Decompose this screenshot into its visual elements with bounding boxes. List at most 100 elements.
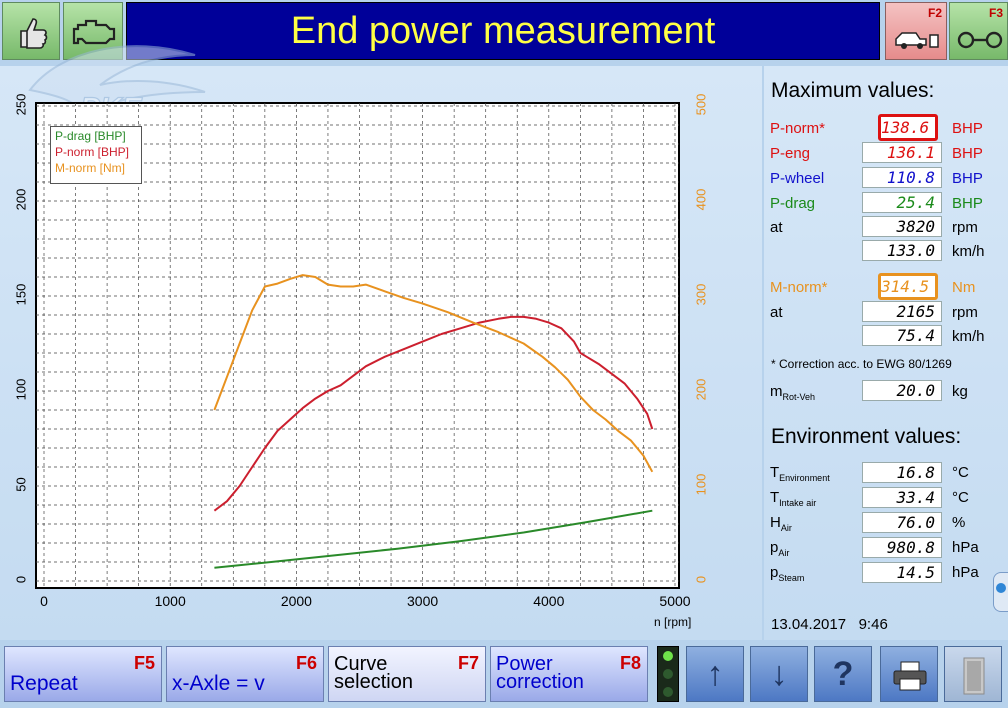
mass-label: mRot-Veh bbox=[770, 383, 816, 402]
env-value: 16.8 bbox=[862, 462, 942, 483]
max-value: 138.6 bbox=[878, 114, 938, 141]
y-left-tick-label: 100 bbox=[13, 378, 29, 401]
chart-legend: P-drag [BHP] P-norm [BHP] M-norm [Nm] bbox=[50, 126, 142, 184]
y-right-tick-label: 300 bbox=[693, 283, 709, 306]
max-value: 133.0 bbox=[862, 240, 942, 261]
y-right-tick-label: 200 bbox=[693, 378, 709, 401]
max-unit: rpm bbox=[952, 219, 978, 236]
x-axle-label: x-Axle = v bbox=[172, 672, 265, 695]
max-label: P-drag bbox=[770, 195, 816, 212]
x-tick-label: 1000 bbox=[154, 593, 186, 609]
f6-key-label: F6 bbox=[295, 653, 317, 673]
env-value: 76.0 bbox=[862, 512, 942, 533]
env-value: 980.8 bbox=[862, 537, 942, 558]
rollers-icon bbox=[957, 31, 1003, 49]
f5-key-label: F5 bbox=[133, 653, 155, 673]
max-value: 136.1 bbox=[862, 142, 942, 163]
max-value: 25.4 bbox=[862, 192, 942, 213]
y-left-tick-label: 250 bbox=[13, 93, 29, 116]
y-left-tick-label: 200 bbox=[13, 188, 29, 211]
max-label: P-norm* bbox=[770, 120, 826, 137]
f2-key-label: F2 bbox=[927, 6, 942, 20]
env-label: HAir bbox=[770, 514, 792, 533]
exit-button[interactable] bbox=[944, 646, 1002, 702]
help-icon: ? bbox=[832, 655, 854, 693]
max-unit: rpm bbox=[952, 304, 978, 321]
arrow-up-icon: ↑ bbox=[706, 655, 724, 693]
y-left-tick-label: 0 bbox=[13, 575, 29, 584]
curve-selection-label: Curve selection bbox=[334, 653, 413, 693]
x-tick-label: 5000 bbox=[659, 593, 691, 609]
side-tab[interactable] bbox=[993, 572, 1008, 612]
page-title: End power measurement bbox=[126, 2, 880, 60]
traffic-light-icon bbox=[657, 646, 679, 702]
thumbs-up-icon bbox=[20, 18, 48, 49]
max-unit: BHP bbox=[952, 170, 983, 187]
x-tick-label: 2000 bbox=[280, 593, 312, 609]
y-left-tick-label: 50 bbox=[13, 477, 29, 492]
environment-values-title: Environment values: bbox=[771, 425, 962, 448]
print-button[interactable] bbox=[880, 646, 938, 702]
scroll-up-button[interactable]: ↑ bbox=[686, 646, 744, 702]
max-value: 3820 bbox=[862, 216, 942, 237]
maximum-values-title: Maximum values: bbox=[771, 79, 935, 102]
car-on-dyno-icon bbox=[895, 32, 939, 49]
power-correction-label: Power correction bbox=[496, 653, 584, 693]
y-right-tick-label: 0 bbox=[693, 575, 709, 584]
max-unit: BHP bbox=[952, 145, 983, 162]
y-right-tick-label: 400 bbox=[693, 188, 709, 211]
legend-p-norm: P-norm [BHP] bbox=[55, 145, 130, 159]
y-left-tick-label: 150 bbox=[13, 283, 29, 306]
printer-icon bbox=[893, 661, 927, 691]
x-tick-label: 4000 bbox=[533, 593, 565, 609]
env-value: 33.4 bbox=[862, 487, 942, 508]
max-label: at bbox=[770, 304, 783, 321]
engine-icon bbox=[72, 19, 116, 45]
env-label: pAir bbox=[770, 539, 790, 558]
legend-m-norm: M-norm [Nm] bbox=[55, 161, 125, 175]
env-label: TEnvironment bbox=[770, 464, 830, 483]
max-unit: km/h bbox=[952, 328, 985, 345]
f3-key-label: F3 bbox=[988, 6, 1003, 20]
max-label: P-wheel bbox=[770, 170, 825, 187]
f8-key-label: F8 bbox=[619, 653, 641, 673]
env-label: TIntake air bbox=[770, 489, 817, 508]
max-value: 110.8 bbox=[862, 167, 942, 188]
mass-unit: kg bbox=[952, 383, 968, 400]
y-right-tick-label: 100 bbox=[693, 473, 709, 496]
series-line-p-norm bbox=[213, 315, 654, 512]
f2-button[interactable]: F2 bbox=[885, 2, 947, 60]
thumbs-up-button[interactable] bbox=[2, 2, 60, 60]
max-label: P-eng bbox=[770, 145, 811, 162]
x-tick-label: 3000 bbox=[407, 593, 439, 609]
f3-button[interactable]: F3 bbox=[949, 2, 1008, 60]
scroll-down-button[interactable]: ↓ bbox=[750, 646, 808, 702]
legend-p-drag: P-drag [BHP] bbox=[55, 129, 126, 143]
max-unit: Nm bbox=[952, 279, 976, 296]
max-unit: BHP bbox=[952, 195, 983, 212]
mass-value: 20.0 bbox=[862, 380, 942, 401]
curve-selection-button[interactable]: F7 Curve selection bbox=[328, 646, 486, 702]
f7-key-label: F7 bbox=[457, 653, 479, 673]
env-unit: °C bbox=[952, 464, 969, 481]
power-chart bbox=[35, 102, 680, 589]
repeat-button[interactable]: F5 Repeat bbox=[4, 646, 162, 702]
plot-area bbox=[35, 102, 680, 589]
side-tab-icon bbox=[996, 583, 1006, 593]
env-unit: hPa bbox=[952, 539, 979, 556]
power-correction-button[interactable]: F8 Power correction bbox=[490, 646, 648, 702]
help-button[interactable]: ? bbox=[814, 646, 872, 702]
x-axle-button[interactable]: F6 x-Axle = v bbox=[166, 646, 324, 702]
y-right-tick-label: 500 bbox=[693, 93, 709, 116]
max-value: 314.5 bbox=[878, 273, 938, 300]
max-unit: BHP bbox=[952, 120, 983, 137]
x-tick-label: 0 bbox=[40, 593, 48, 609]
series-line-m-norm bbox=[213, 274, 654, 473]
x-axis-unit-label: n [rpm] bbox=[654, 615, 692, 629]
env-unit: hPa bbox=[952, 564, 979, 581]
correction-note: * Correction acc. to EWG 80/1269 bbox=[771, 357, 952, 371]
arrow-down-icon: ↓ bbox=[770, 655, 788, 693]
repeat-label: Repeat bbox=[10, 672, 78, 695]
env-label: pSteam bbox=[770, 564, 805, 583]
date-label: 13.04.2017 9:46 bbox=[771, 616, 888, 633]
